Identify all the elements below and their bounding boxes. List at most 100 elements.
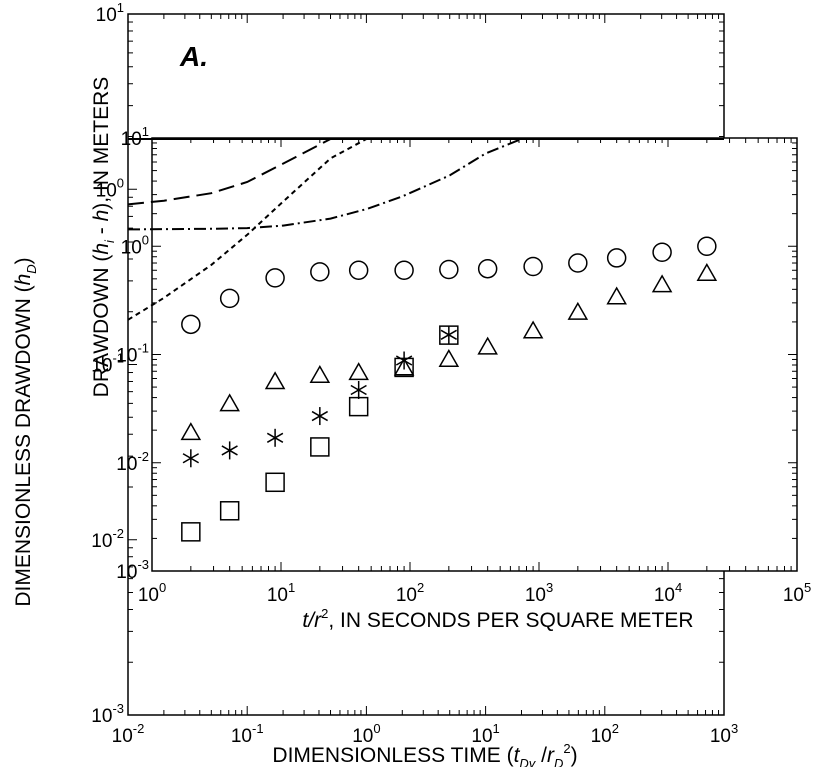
triangle-marker <box>696 262 718 282</box>
inner-x-tick-label-exponent: 1 <box>288 580 295 595</box>
asterisk-marker <box>266 428 284 447</box>
asterisk-marker <box>350 380 367 399</box>
inner-x-tick-label-mantissa: 10 <box>267 585 288 606</box>
outer-y-tick-label: 100 <box>96 175 124 201</box>
circle-marker <box>265 268 285 288</box>
inner-x-tick-label-mantissa: 10 <box>396 585 417 606</box>
inner-x-tick-label-mantissa: 10 <box>138 585 159 606</box>
outer-y-tick-label-mantissa: 10 <box>91 356 112 377</box>
triangle-marker <box>477 336 498 355</box>
curve-short-dash <box>127 138 724 321</box>
triangle-marker <box>219 393 240 412</box>
inner-x-tick-label-exponent: 5 <box>804 580 811 595</box>
model-curves <box>127 138 724 321</box>
inner-y-tick-label: 10-2 <box>116 449 149 475</box>
square-marker <box>219 501 240 521</box>
square-marker <box>265 472 285 493</box>
inner-y-tick-label-mantissa: 10 <box>116 346 137 367</box>
inner-x-axis-title: t/r2, IN SECONDS PER SQUARE METER <box>302 606 693 632</box>
square-marker <box>310 437 330 457</box>
inner-x-tick-label-exponent: 4 <box>675 580 682 595</box>
outer-x-tick-label: 100 <box>352 721 380 747</box>
inner-y-tick-label: 100 <box>121 232 149 258</box>
inner-x-tick-label: 103 <box>525 580 553 606</box>
square-marker <box>439 325 459 345</box>
outer-y-tick-label: 10-3 <box>91 701 124 727</box>
circle-marker <box>348 260 369 281</box>
outer-y-tick-label-mantissa: 10 <box>91 706 112 727</box>
triangle-marker <box>264 371 286 390</box>
inner-y-tick-label-mantissa: 10 <box>116 454 137 475</box>
inner-y-tick-label-mantissa: 10 <box>121 237 142 258</box>
inner-x-tick-label: 102 <box>396 580 424 606</box>
asterisk-marker <box>182 449 200 468</box>
outer-x-axis-title: DIMENSIONLESS TIME (tDy /rD2) <box>272 741 577 767</box>
inner-background <box>152 138 797 571</box>
outer-x-tick-label: 103 <box>710 721 738 747</box>
circle-marker <box>310 262 330 282</box>
outer-y-tick-label-exponent: -2 <box>112 526 124 541</box>
circle-marker <box>606 248 627 268</box>
outer-y-tick-label-mantissa: 10 <box>91 531 112 552</box>
data-markers <box>180 236 718 542</box>
outer-x-tick-label-exponent: -1 <box>252 721 264 736</box>
inner-y-tick-label: 10-1 <box>116 341 149 367</box>
circle-marker <box>568 253 588 273</box>
triangle-marker <box>651 274 673 293</box>
outer-y-tick-label-mantissa: 10 <box>96 5 117 26</box>
outer-x-tick-label-exponent: 2 <box>612 721 619 736</box>
outer-y-tick-label: 10-2 <box>91 526 124 552</box>
inner-x-tick-label-mantissa: 10 <box>783 585 804 606</box>
outer-x-tick-label: 10-1 <box>231 721 264 747</box>
inner-y-tick-label-exponent: -1 <box>137 341 149 356</box>
triangle-marker <box>348 362 369 381</box>
outer-y-tick-label-exponent: 0 <box>117 175 124 190</box>
outer-x-tick-label-mantissa: 10 <box>710 726 731 747</box>
inner-y-tick-label-mantissa: 10 <box>116 562 137 583</box>
inner-y-tick-label-exponent: 1 <box>142 124 149 139</box>
outer-x-tick-label-exponent: 3 <box>731 721 738 736</box>
inner-y-tick-label-exponent: -3 <box>137 557 149 572</box>
triangle-marker <box>606 286 627 305</box>
triangle-marker <box>438 348 460 367</box>
circle-marker <box>523 256 543 277</box>
inner-y-tick-label: 10-3 <box>116 557 149 583</box>
circle-marker <box>181 314 201 335</box>
inner-x-tick-label-mantissa: 10 <box>525 585 546 606</box>
triangle-marker <box>567 301 589 320</box>
circle-marker <box>652 242 672 263</box>
panel-label: A. <box>179 41 208 72</box>
triangle-marker <box>180 422 202 441</box>
circle-marker <box>477 258 498 279</box>
inner-x-tick-label: 104 <box>654 580 682 606</box>
asterisk-marker <box>311 407 329 426</box>
circle-marker <box>219 288 240 309</box>
outer-x-tick-label-exponent: -2 <box>133 721 145 736</box>
asterisk-marker <box>221 441 238 460</box>
inner-x-tick-label: 105 <box>783 580 811 606</box>
outer-y-tick-label: 10-1 <box>91 351 124 377</box>
outer-x-tick-label-mantissa: 10 <box>352 726 373 747</box>
square-marker <box>348 396 369 417</box>
inner-y-tick-label-mantissa: 10 <box>121 129 142 150</box>
outer-y-tick-label-exponent: -1 <box>112 351 124 366</box>
outer-y-tick-label: 101 <box>96 0 124 26</box>
square-marker <box>394 357 414 378</box>
inner-x-tick-label-exponent: 3 <box>546 580 553 595</box>
outer-x-tick-label: 102 <box>591 721 619 747</box>
outer-x-tick-label-mantissa: 10 <box>471 726 492 747</box>
square-marker <box>181 522 201 542</box>
outer-x-tick-label-exponent: 1 <box>493 721 500 736</box>
axis-labels: A. 10-2 10-1 100 101 102 10310-310-210-110010… <box>12 0 811 767</box>
inner-y-tick-label: 101 <box>121 124 149 150</box>
outer-x-tick-label-mantissa: 10 <box>231 726 252 747</box>
triangle-marker <box>522 320 544 339</box>
outer-y-tick-label-mantissa: 10 <box>96 180 117 201</box>
triangle-marker <box>309 364 331 383</box>
asterisk-marker <box>395 351 413 370</box>
inner-x-tick-label: 100 <box>138 580 166 606</box>
outer-x-tick-label: 101 <box>471 721 499 747</box>
outer-x-tick-label-mantissa: 10 <box>112 726 133 747</box>
circle-marker <box>394 260 414 281</box>
